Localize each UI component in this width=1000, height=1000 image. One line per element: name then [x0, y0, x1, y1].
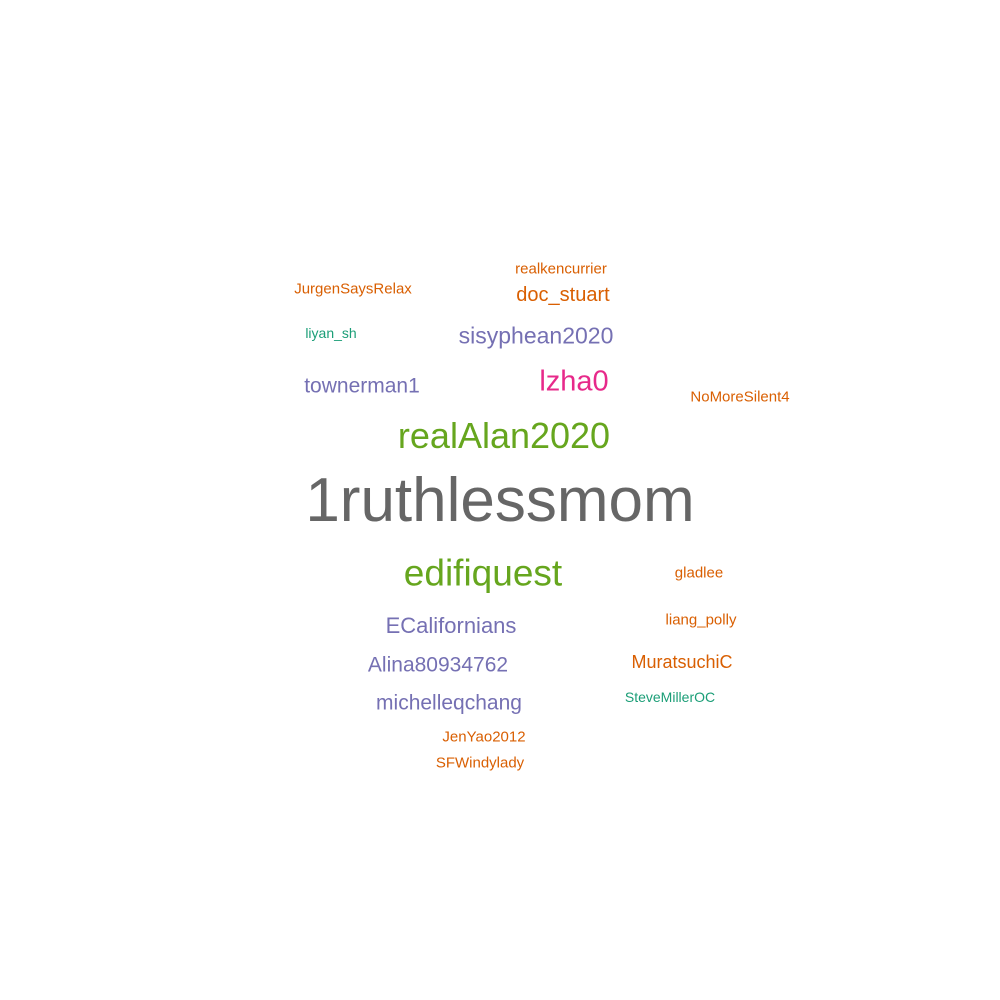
word-realkencurrier: realkencurrier [515, 260, 607, 278]
word-gladlee: gladlee [674, 564, 724, 582]
word-stevemilleroc: SteveMillerOC [624, 689, 716, 705]
word-lzha0: lzha0 [539, 365, 609, 398]
word-sfwindylady: SFWindylady [435, 754, 525, 772]
word-edifiquest: edifiquest [403, 552, 563, 594]
word-muratsuchic: MuratsuchiC [631, 652, 733, 672]
word-1ruthlessmom: 1ruthlessmom [305, 466, 695, 535]
word-liyan-sh: liyan_sh [305, 325, 357, 341]
word-jenyao2012: JenYao2012 [442, 728, 526, 746]
word-nomoresilent4: NoMoreSilent4 [690, 388, 790, 406]
word-liang-polly: liang_polly [665, 611, 737, 629]
word-sisyphean2020: sisyphean2020 [458, 322, 614, 349]
word-alina80934762: Alina80934762 [367, 653, 509, 677]
word-doc-stuart: doc_stuart [516, 284, 610, 306]
word-jurgensaysrelax: JurgenSaysRelax [294, 280, 412, 298]
word-ecalifornians: ECalifornians [385, 613, 517, 638]
word-townerman1: townerman1 [304, 374, 420, 398]
word-michelleqchang: michelleqchang [376, 691, 522, 715]
word-realalan2020: realAlan2020 [397, 415, 611, 456]
